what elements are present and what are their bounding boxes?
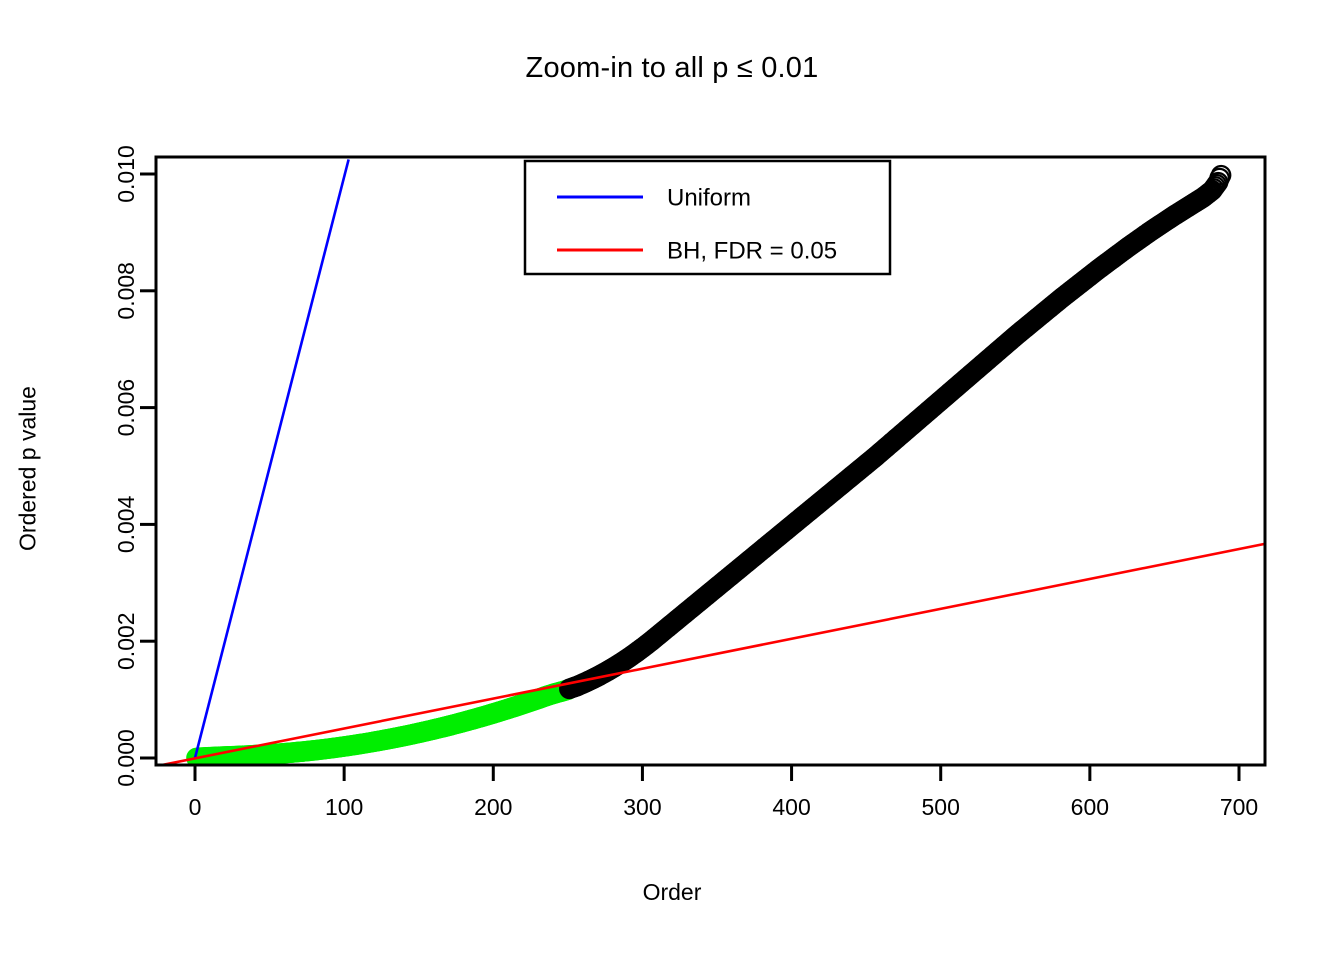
x-axis-tick-label: 0 xyxy=(189,794,202,820)
x-axis-tick-label: 600 xyxy=(1071,794,1109,820)
bh-reference-line xyxy=(156,542,1265,765)
legend-frame xyxy=(523,159,892,276)
x-axis-tick-label: 400 xyxy=(772,794,810,820)
y-axis-tick-label: 0.010 xyxy=(113,145,139,203)
x-axis-label: Order xyxy=(642,879,702,905)
legend-item-label: BH, FDR = 0.05 xyxy=(667,237,837,264)
x-axis-tick-label: 100 xyxy=(325,794,363,820)
y-axis-tick-label: 0.006 xyxy=(113,379,139,437)
reference-lines-layer xyxy=(156,159,1265,765)
uniform-reference-line xyxy=(193,159,350,759)
data-points-layer xyxy=(186,164,1232,765)
x-axis-tick-label: 200 xyxy=(474,794,512,820)
axes-layer: 0 100 200 300 400 500 600 700 0.000 0.002 0.004 0.0… xyxy=(113,145,1267,820)
x-axis-tick-label: 300 xyxy=(623,794,661,820)
y-axis-tick-label: 0.002 xyxy=(113,612,139,670)
y-axis-tick-label: 0.004 xyxy=(113,495,139,553)
y-axis-tick-label: 0.000 xyxy=(113,729,139,787)
legend-box: Uniform BH, FDR = 0.05 xyxy=(523,159,892,276)
x-axis-tick-label: 700 xyxy=(1220,794,1258,820)
series-nonsignificant xyxy=(559,164,1232,700)
legend-item-label: Uniform xyxy=(667,184,751,211)
x-axis-tick-label: 500 xyxy=(922,794,960,820)
series-significant xyxy=(186,679,579,765)
y-axis-tick-label: 0.008 xyxy=(113,262,139,320)
page-title: Zoom-in to all p ≤ 0.01 xyxy=(525,52,819,84)
plot-frame xyxy=(154,155,1267,767)
